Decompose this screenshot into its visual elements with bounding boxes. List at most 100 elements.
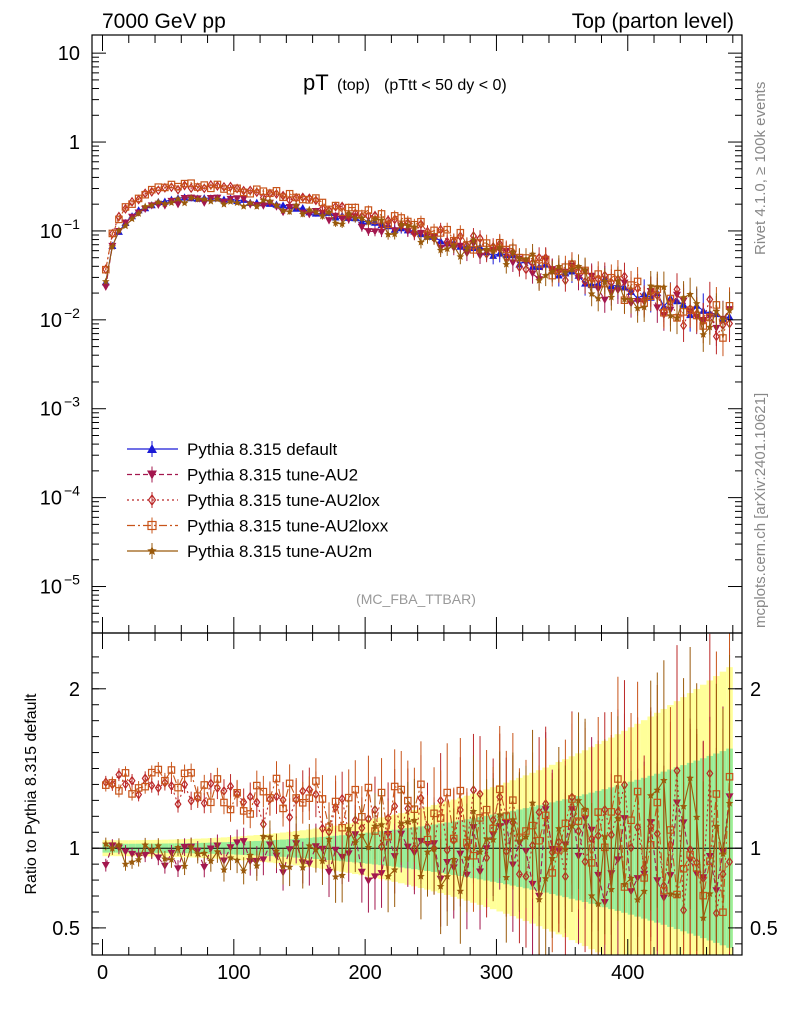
marker-star (699, 914, 708, 922)
marker-star (154, 198, 163, 206)
marker-star (193, 195, 202, 203)
marker-triangle-down (200, 863, 209, 872)
marker-star (252, 202, 261, 210)
marker-diamond (483, 248, 491, 259)
marker-star (239, 202, 248, 210)
marker-star (594, 899, 603, 908)
marker-star (207, 857, 215, 865)
marker-star (469, 235, 478, 244)
marker-star (259, 832, 268, 840)
marker-star (213, 847, 222, 855)
marker-star (712, 307, 721, 315)
marker-star (640, 303, 648, 311)
marker-star (266, 197, 274, 205)
marker-star (134, 209, 143, 217)
marker-square (266, 794, 274, 802)
marker-star (233, 198, 241, 207)
marker-star (226, 853, 235, 862)
marker-star (469, 807, 478, 815)
marker-square (364, 206, 373, 214)
marker-triangle-down (338, 215, 347, 224)
marker-star (417, 238, 425, 246)
marker-triangle-down (370, 873, 379, 881)
marker-square (154, 765, 163, 774)
marker-square (213, 775, 222, 783)
marker-diamond (318, 823, 326, 834)
marker-square (417, 780, 425, 789)
marker-star (627, 874, 635, 882)
x-tick-label: 100 (217, 962, 250, 984)
analysis-label: (MC_FBA_TTBAR) (356, 591, 476, 607)
marker-star (548, 267, 557, 275)
marker-star (121, 221, 130, 230)
marker-diamond (147, 493, 157, 507)
marker-star (699, 330, 708, 338)
marker-diamond (286, 195, 294, 206)
marker-star (220, 865, 228, 874)
marker-star (646, 281, 655, 290)
marker-diamond (456, 231, 464, 242)
marker-star (574, 262, 583, 270)
marker-diamond (272, 791, 281, 802)
ratio-y-tick-label-right: 0.5 (750, 918, 778, 940)
marker-star (679, 802, 688, 810)
marker-star (108, 844, 117, 852)
marker-star (456, 887, 465, 895)
marker-triangle-down (128, 850, 137, 859)
header-energy: 7000 GeV pp (102, 10, 226, 33)
marker-star (417, 872, 425, 880)
marker-star (489, 835, 497, 843)
marker-star (482, 834, 491, 843)
marker-square (108, 779, 117, 787)
marker-star (338, 871, 346, 879)
marker-diamond (286, 812, 294, 823)
marker-star (568, 821, 576, 830)
marker-triangle-up (436, 237, 445, 245)
marker-star (200, 849, 209, 857)
marker-square (318, 198, 327, 207)
marker-star (377, 216, 386, 224)
marker-star (607, 293, 616, 301)
marker-star (725, 799, 734, 807)
marker-square (233, 184, 241, 193)
marker-triangle-down (528, 270, 537, 278)
marker-triangle-down (174, 201, 183, 209)
marker-star (141, 202, 149, 210)
marker-diamond (620, 271, 629, 282)
x-tick-label: 0 (97, 962, 108, 984)
main-y-tick-label: 10 (40, 221, 62, 243)
marker-square (200, 781, 209, 789)
marker-triangle-down (259, 856, 268, 864)
marker-star (535, 895, 543, 903)
marker-triangle-down (121, 848, 130, 856)
marker-star (463, 244, 471, 252)
legend-label: Pythia 8.315 default (187, 440, 338, 459)
marker-star (522, 832, 530, 841)
marker-square (115, 215, 123, 224)
marker-triangle-down (364, 877, 373, 885)
marker-star (233, 856, 241, 864)
marker-star (305, 841, 314, 850)
marker-star (344, 824, 353, 832)
marker-diamond (115, 769, 123, 780)
marker-square (338, 208, 346, 216)
marker-star (318, 212, 327, 220)
series-line-ratio (105, 770, 731, 914)
marker-star (384, 230, 392, 238)
marker-square (115, 787, 123, 795)
marker-square (108, 229, 117, 238)
marker-diamond (522, 264, 530, 275)
marker-triangle-down (377, 228, 386, 237)
marker-star (298, 863, 307, 871)
marker-star (443, 244, 452, 253)
marker-star (653, 282, 662, 291)
marker-star (686, 774, 694, 782)
marker-star (495, 810, 504, 819)
marker-square (456, 228, 465, 237)
marker-square (207, 184, 215, 193)
marker-triangle-down (239, 195, 248, 203)
marker-square (292, 794, 300, 802)
marker-star (633, 304, 642, 312)
x-tick-label: 300 (480, 962, 513, 984)
